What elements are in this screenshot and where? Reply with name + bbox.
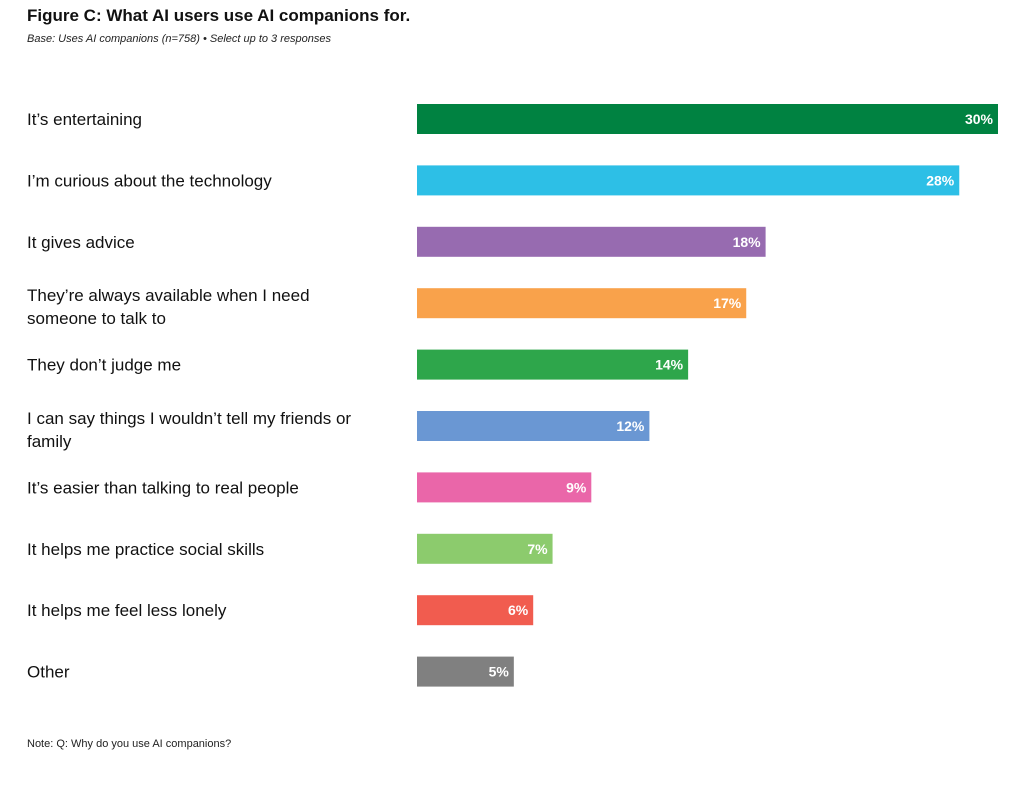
category-label-10: Other [27, 663, 70, 682]
bar-8 [417, 533, 553, 564]
category-label-line: They’re always available when I need [27, 286, 310, 305]
chart-subtitle: Base: Uses AI companions (n=758) • Selec… [27, 33, 331, 45]
bar-value-label-4: 17% [713, 295, 742, 311]
category-label-line: I’m curious about the technology [27, 171, 272, 190]
bar-value-label-5: 14% [655, 357, 684, 373]
bar-value-label-10: 5% [489, 664, 510, 680]
category-label-line: It’s easier than talking to real people [27, 478, 299, 497]
category-label-7: It’s easier than talking to real people [27, 478, 299, 497]
category-label-9: It helps me feel less lonely [27, 601, 227, 620]
bar-value-label-9: 6% [508, 602, 529, 618]
category-label-line: someone to talk to [27, 309, 166, 328]
category-label-8: It helps me practice social skills [27, 540, 264, 559]
category-label-line: family [27, 432, 72, 451]
bar-3 [417, 226, 766, 257]
category-label-line: It gives advice [27, 233, 135, 252]
category-label-6: I can say things I wouldn’t tell my frie… [27, 409, 351, 451]
bar-10 [417, 656, 514, 687]
bar-value-label-1: 30% [965, 111, 994, 127]
category-label-4: They’re always available when I need some… [27, 286, 310, 328]
bar-6 [417, 411, 650, 441]
category-label-line: I can say things I wouldn’t tell my frie… [27, 409, 351, 428]
bar-2 [417, 165, 960, 196]
category-label-line: Other [27, 663, 70, 682]
bar-value-label-7: 9% [566, 479, 587, 495]
bar-value-label-8: 7% [527, 541, 548, 557]
category-label-line: It helps me feel less lonely [27, 601, 227, 620]
category-label-line: They don’t judge me [27, 356, 181, 375]
bar-4 [417, 288, 747, 319]
category-label-1: It’s entertaining [27, 110, 142, 129]
category-label-5: They don’t judge me [27, 356, 181, 375]
bar-value-label-6: 12% [616, 418, 645, 434]
bar-5 [417, 349, 689, 380]
chart-note: Note: Q: Why do you use AI companions? [27, 738, 232, 750]
bar-7 [417, 472, 592, 503]
bar-9 [417, 595, 534, 626]
category-label-3: It gives advice [27, 233, 135, 252]
category-label-line: It helps me practice social skills [27, 540, 264, 559]
category-label-2: I’m curious about the technology [27, 171, 272, 190]
bar-1 [417, 104, 998, 134]
bar-value-label-3: 18% [733, 234, 762, 250]
category-label-line: It’s entertaining [27, 110, 142, 129]
bar-value-label-2: 28% [926, 172, 955, 188]
chart-title: Figure C: What AI users use AI companion… [27, 6, 411, 25]
